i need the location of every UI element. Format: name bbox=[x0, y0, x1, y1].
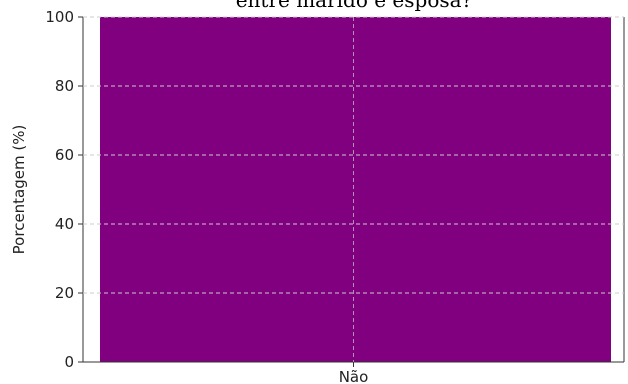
y-tick-label-4: 80 bbox=[55, 77, 74, 95]
y-tick-label-5: 100 bbox=[45, 8, 74, 26]
x-tick-label-0: Não bbox=[339, 368, 369, 384]
gridlines bbox=[83, 16, 624, 294]
y-tick-label-3: 60 bbox=[55, 146, 74, 164]
y-tick-label-0: 0 bbox=[64, 353, 74, 371]
bars bbox=[100, 17, 611, 362]
bar-0 bbox=[100, 17, 611, 362]
y-tick-label-2: 40 bbox=[55, 215, 74, 233]
chart-title: entre marido e esposa? bbox=[236, 0, 473, 12]
y-tick-label-1: 20 bbox=[55, 284, 74, 302]
axes: 0 20 40 60 80 100 Não bbox=[45, 8, 625, 384]
y-axis-label: Porcentagem (%) bbox=[10, 125, 28, 255]
